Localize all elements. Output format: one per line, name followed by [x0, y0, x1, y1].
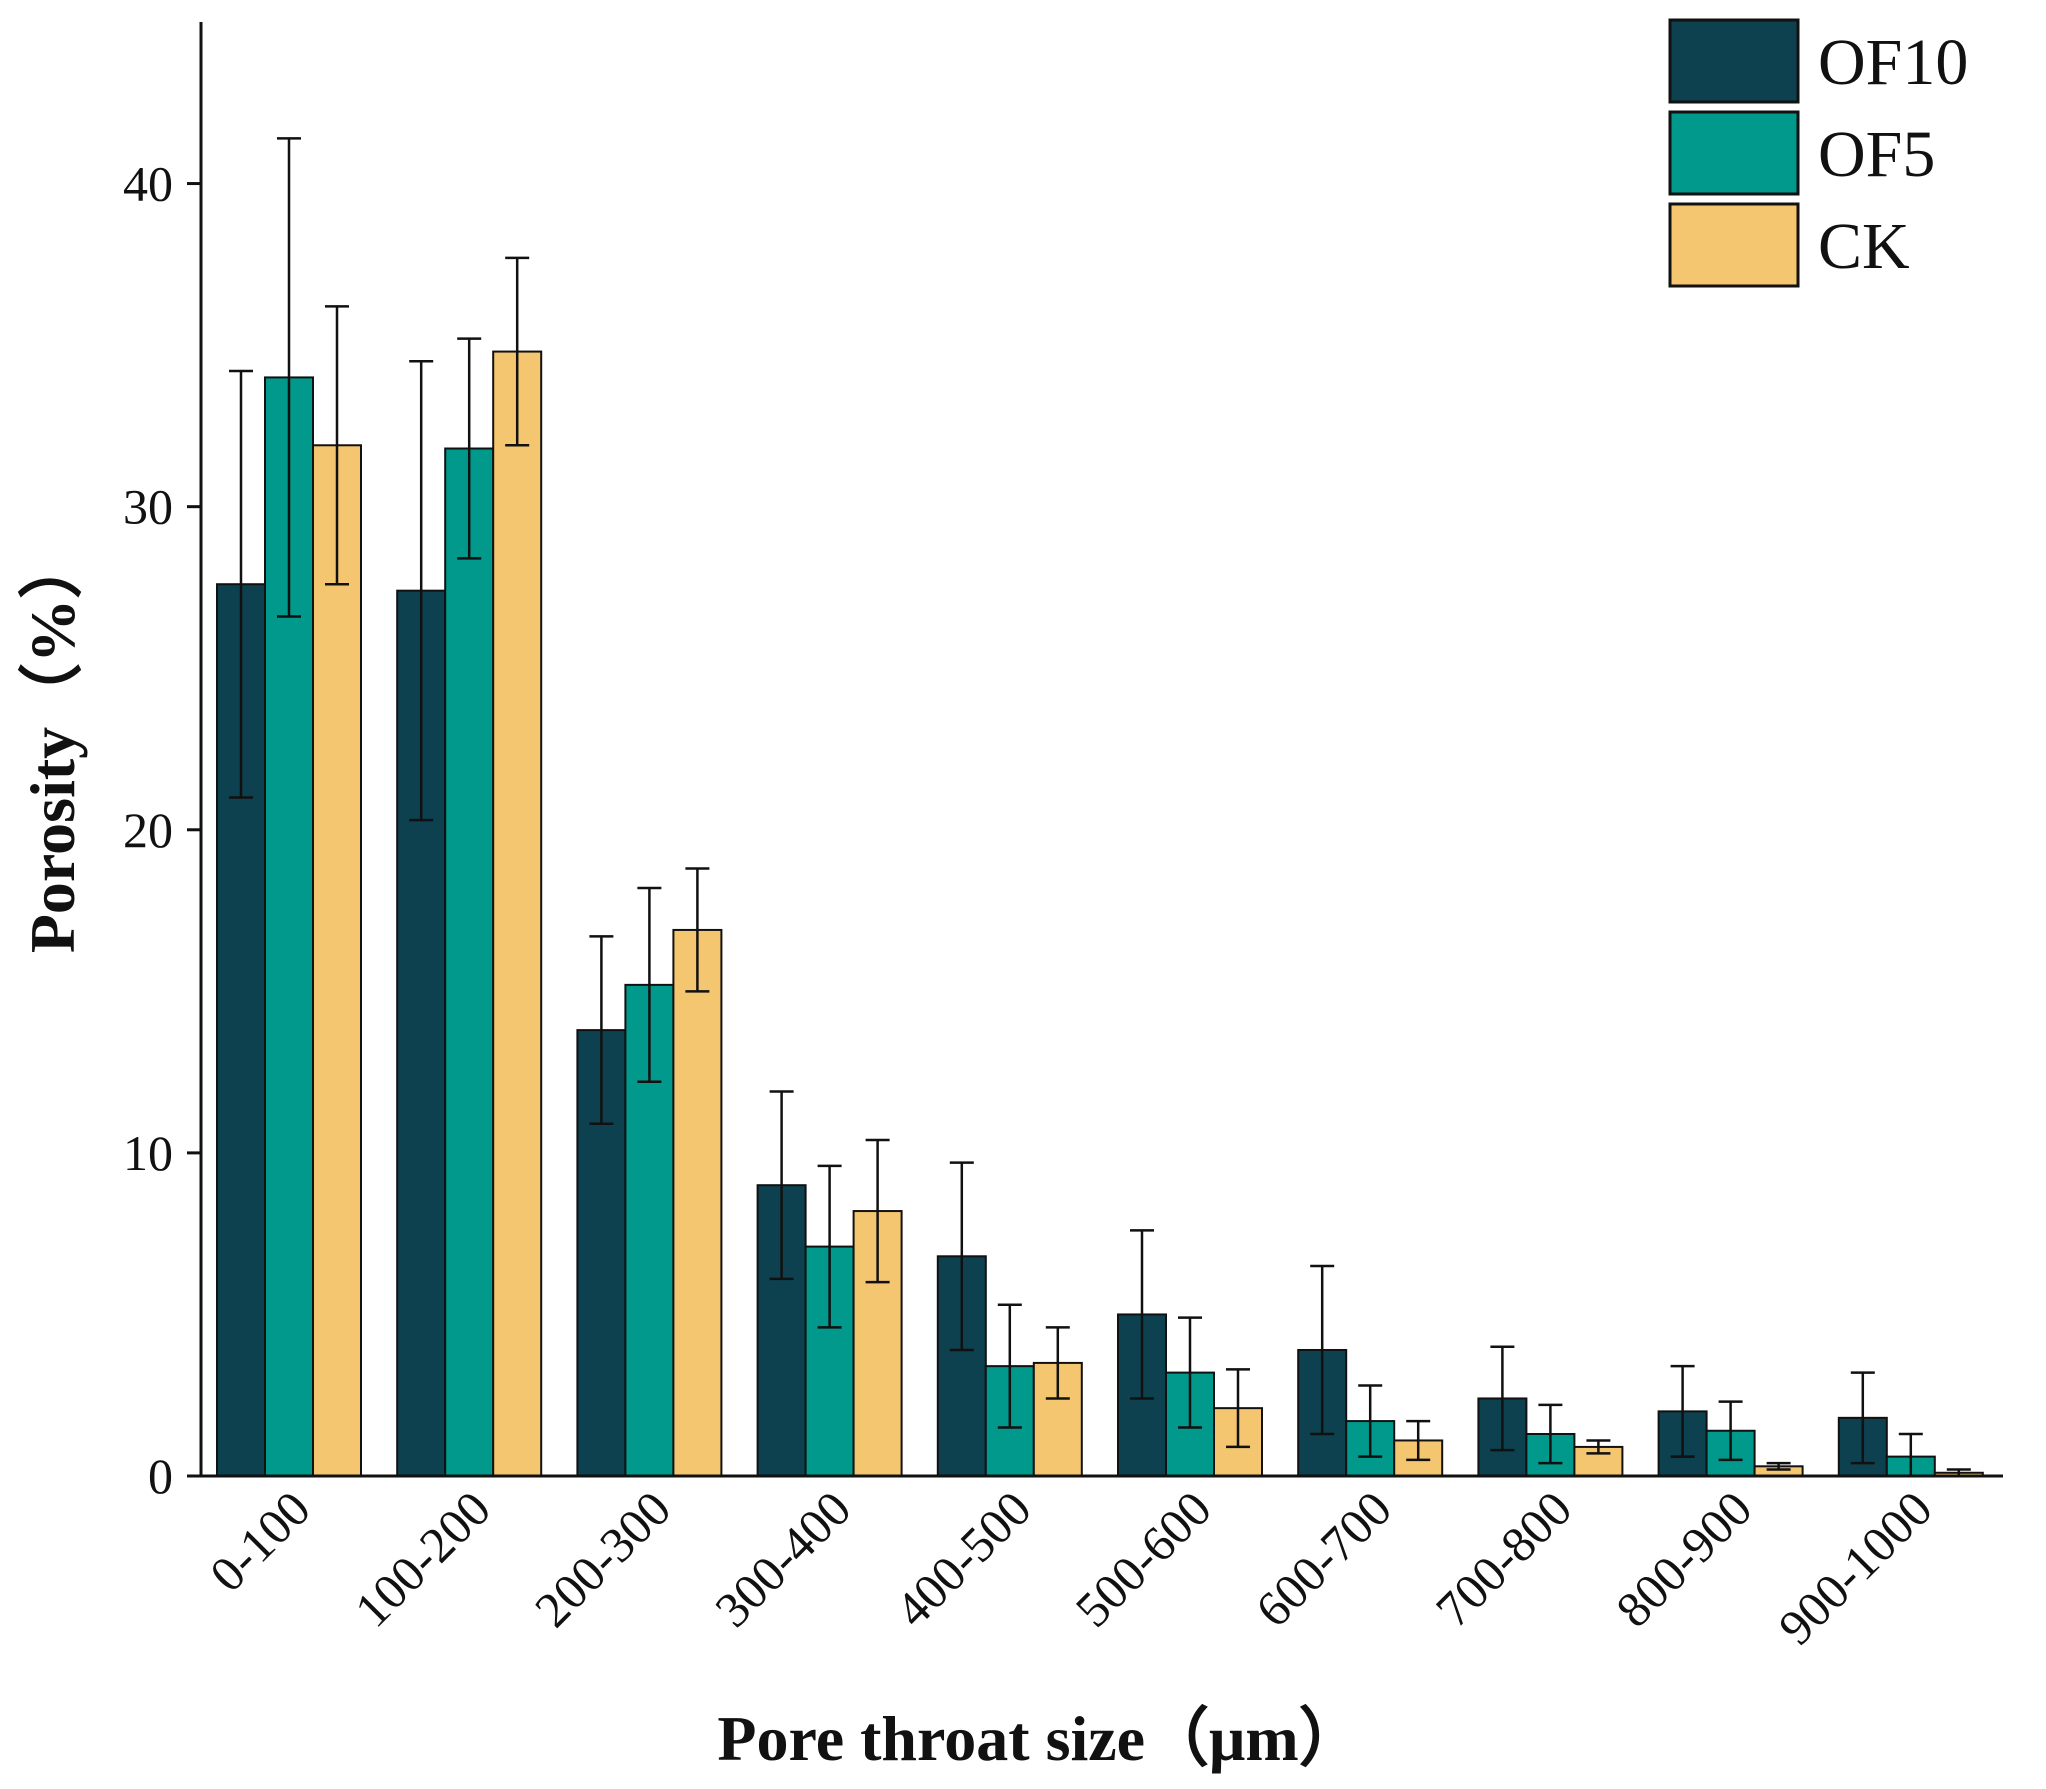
- legend-label-of5: OF5: [1818, 118, 1935, 191]
- y-tick-label: 20: [123, 802, 173, 858]
- x-tick-label: 900-1000: [1768, 1480, 1943, 1655]
- bar-of5-100-200: [444, 447, 495, 1477]
- error-bar-of5-500-600: [1178, 1316, 1202, 1429]
- error-bar-of5-200-300: [637, 886, 662, 1084]
- error-bar-ck-500-600: [1226, 1368, 1250, 1449]
- error-bar-of5-0-100: [277, 137, 301, 618]
- bars-layer: [216, 350, 1984, 1478]
- bar-ck-200-300: [672, 928, 723, 1477]
- legend-label-ck: CK: [1818, 210, 1910, 283]
- error-bar-of10-800-900: [1670, 1364, 1695, 1458]
- legend-swatch-of5: [1668, 110, 1800, 196]
- x-tick-label: 800-900: [1605, 1480, 1762, 1637]
- y-tick-label: 40: [123, 156, 173, 212]
- error-bar-ck-100-200: [505, 256, 530, 447]
- error-bar-of5-600-700: [1358, 1384, 1383, 1458]
- x-tick-label: 400-500: [884, 1480, 1041, 1637]
- bar-ck-100-200: [492, 350, 543, 1477]
- error-bar-of10-500-600: [1130, 1229, 1154, 1400]
- legend-swatch-ck: [1668, 202, 1800, 288]
- error-bar-ck-800-900: [1766, 1461, 1791, 1471]
- error-bar-ck-700-800: [1586, 1439, 1611, 1455]
- x-tick-label: 300-400: [704, 1480, 861, 1637]
- error-bar-ck-600-700: [1406, 1419, 1431, 1462]
- x-tick-label: 100-200: [344, 1480, 501, 1637]
- legend: OF10 OF5 CK: [1668, 18, 1968, 288]
- error-bar-of5-700-800: [1538, 1403, 1563, 1465]
- legend-swatch-of10: [1668, 18, 1800, 104]
- error-bar-of10-600-700: [1310, 1264, 1335, 1436]
- error-bar-of10-200-300: [589, 935, 614, 1126]
- x-axis-title: Pore throat size（μm）: [717, 1703, 1362, 1774]
- legend-label-of10: OF10: [1818, 26, 1968, 99]
- y-tick-label: 30: [123, 479, 173, 535]
- bar-ck-0-100: [312, 444, 362, 1478]
- error-bar-of5-100-200: [457, 337, 482, 560]
- error-bar-ck-400-500: [1045, 1326, 1070, 1400]
- x-ticks: 0-100 100-200 200-300 300-400 400-500 500-600…: [199, 1480, 1943, 1655]
- axes: [199, 22, 2003, 1478]
- error-bars-layer: [229, 137, 1971, 1478]
- error-bar-ck-300-400: [865, 1138, 890, 1284]
- y-axis-title: Porosity（%）: [17, 535, 88, 953]
- error-bar-of10-400-500: [949, 1161, 974, 1352]
- x-tick-label: 500-600: [1064, 1480, 1221, 1637]
- x-tick-label: 0-100: [199, 1480, 321, 1602]
- x-tick-label: 600-700: [1245, 1480, 1402, 1637]
- error-bar-of5-800-900: [1718, 1400, 1743, 1462]
- x-tick-label: 200-300: [524, 1480, 681, 1637]
- y-tick-label: 10: [123, 1125, 173, 1181]
- error-bar-of5-300-400: [817, 1164, 842, 1329]
- error-bar-of10-700-800: [1490, 1345, 1515, 1452]
- error-bar-of10-100-200: [409, 360, 434, 822]
- y-tick-label: 0: [148, 1448, 173, 1504]
- error-bar-of10-900-1000: [1850, 1371, 1875, 1465]
- error-bar-ck-0-100: [325, 305, 349, 586]
- error-bar-of10-300-400: [769, 1090, 794, 1281]
- x-tick-label: 700-800: [1425, 1480, 1582, 1637]
- error-bar-of10-0-100: [229, 369, 253, 799]
- error-bar-ck-200-300: [685, 867, 710, 993]
- y-ticks: 0 10 20 30 40: [123, 156, 201, 1504]
- error-bar-of5-400-500: [997, 1303, 1022, 1429]
